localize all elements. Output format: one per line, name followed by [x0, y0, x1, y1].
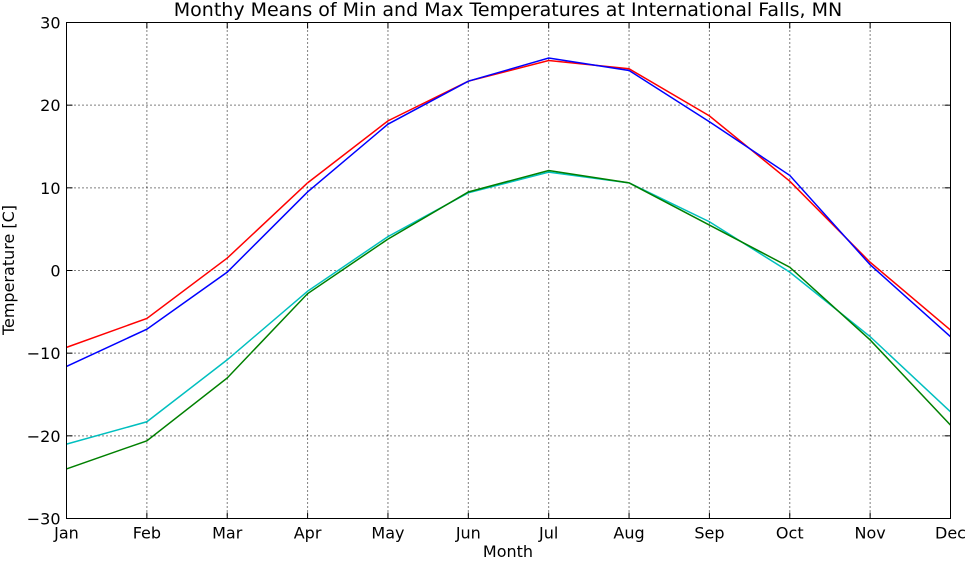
y-tick-label: 20	[40, 96, 60, 115]
grid-layer	[66, 22, 951, 519]
y-tick-label: −20	[27, 427, 61, 446]
x-tick-label: Mar	[212, 524, 243, 543]
x-tick-label: Feb	[133, 524, 161, 543]
x-tick-label: Jun	[455, 524, 481, 543]
x-tick-label: Oct	[776, 524, 804, 543]
chart-title: Monthy Means of Min and Max Temperatures…	[174, 0, 842, 21]
series-line-4	[66, 169, 952, 470]
x-tick-label: Jan	[53, 524, 79, 543]
series-line-2	[66, 57, 952, 368]
y-tick-label: −30	[27, 510, 61, 529]
x-tick-label: Nov	[855, 524, 886, 543]
y-tick-label: −10	[27, 344, 61, 363]
y-tick-label: 10	[40, 179, 60, 198]
x-tick-label: May	[371, 524, 404, 543]
x-tick-label: Apr	[294, 524, 322, 543]
x-tick-label: Jul	[538, 524, 558, 543]
x-axis-label: Month	[483, 542, 533, 561]
series-line-3	[66, 171, 952, 445]
y-tick-label: 0	[50, 262, 60, 281]
tick-layer: Jan Feb Mar Apr May Jun Jul Aug Sep Oct Nov Dec −30 −…	[27, 14, 966, 543]
x-tick-label: Sep	[694, 524, 724, 543]
y-axis-label: Temperature [C]	[0, 205, 18, 336]
x-tick-label: Dec	[935, 524, 966, 543]
y-tick-label: 30	[40, 14, 60, 33]
x-tick-label: Aug	[613, 524, 644, 543]
series-layer	[66, 57, 952, 470]
series-line-1	[66, 59, 951, 349]
